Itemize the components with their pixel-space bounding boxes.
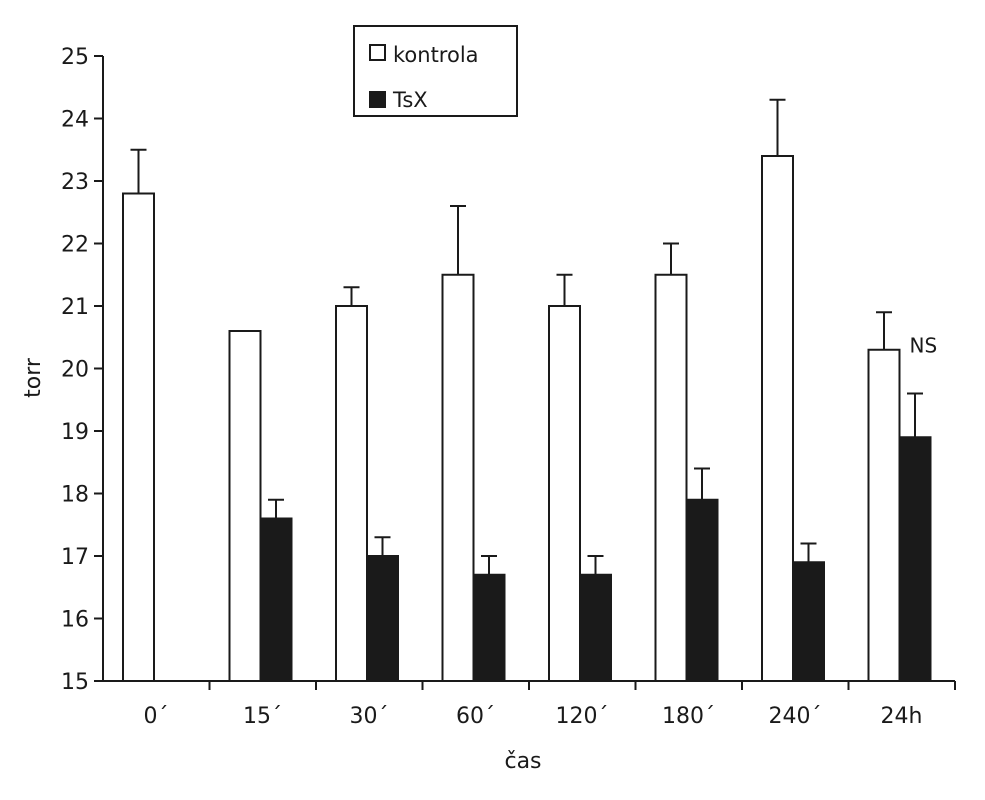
bar-tsx-5 xyxy=(685,498,719,682)
y-tick-label-18: 18 xyxy=(61,483,89,508)
error-bars xyxy=(130,98,923,575)
bar-kontrola-1 xyxy=(228,330,262,682)
bar-tsx-2 xyxy=(366,555,399,682)
x-tick-label-6: 240´ xyxy=(769,704,822,729)
annotation-0: NS xyxy=(910,333,938,357)
bar-tsx-7 xyxy=(898,436,932,682)
bar-kontrola-0 xyxy=(122,192,155,682)
bar-kontrola-5 xyxy=(654,273,688,682)
y-tick-label-15: 15 xyxy=(61,670,89,695)
bar-kontrola-3 xyxy=(441,273,475,682)
y-tick-label-21: 21 xyxy=(61,295,89,320)
x-axis-label: čas xyxy=(504,749,541,774)
x-tick-label-7: 24h xyxy=(881,704,923,729)
legend-label-tsx: TsX xyxy=(392,88,428,112)
bar-tsx-4 xyxy=(579,573,612,682)
x-tick-label-0: 0´ xyxy=(144,704,169,729)
y-tick-label-22: 22 xyxy=(61,233,89,258)
bar-kontrola-2 xyxy=(335,305,368,682)
legend-swatch-kontrola xyxy=(369,44,386,61)
y-axis-label: torr xyxy=(21,357,46,398)
bar-kontrola-4 xyxy=(548,305,581,682)
x-tick-label-2: 30´ xyxy=(350,704,389,729)
bar-kontrola-6 xyxy=(761,155,794,682)
y-tick-label-25: 25 xyxy=(61,45,89,70)
y-tick-label-23: 23 xyxy=(61,170,89,195)
bar-tsx-3 xyxy=(472,573,506,682)
legend: kontrola TsX xyxy=(353,25,518,117)
x-tick-label-5: 180´ xyxy=(662,704,715,729)
y-tick-label-24: 24 xyxy=(61,108,89,133)
bars xyxy=(122,155,932,682)
y-tick-label-17: 17 xyxy=(61,545,89,570)
x-tick-label-4: 120´ xyxy=(556,704,609,729)
bar-tsx-6 xyxy=(792,561,825,682)
x-tick-label-1: 15´ xyxy=(243,704,282,729)
bar-tsx-1 xyxy=(259,517,293,682)
y-tick-label-16: 16 xyxy=(61,608,89,633)
legend-swatch-tsx xyxy=(369,91,386,108)
x-tick-label-3: 60´ xyxy=(456,704,495,729)
y-tick-label-19: 19 xyxy=(61,420,89,445)
bar-kontrola-7 xyxy=(867,348,901,682)
tick-labels: 15 16 17 18 19 20 21 22 23 24 25 0´ 15´ 30´ 60´ 120´ 180… xyxy=(61,45,937,729)
axes xyxy=(94,55,956,690)
y-tick-label-20: 20 xyxy=(61,358,89,383)
legend-label-kontrola: kontrola xyxy=(393,43,479,67)
